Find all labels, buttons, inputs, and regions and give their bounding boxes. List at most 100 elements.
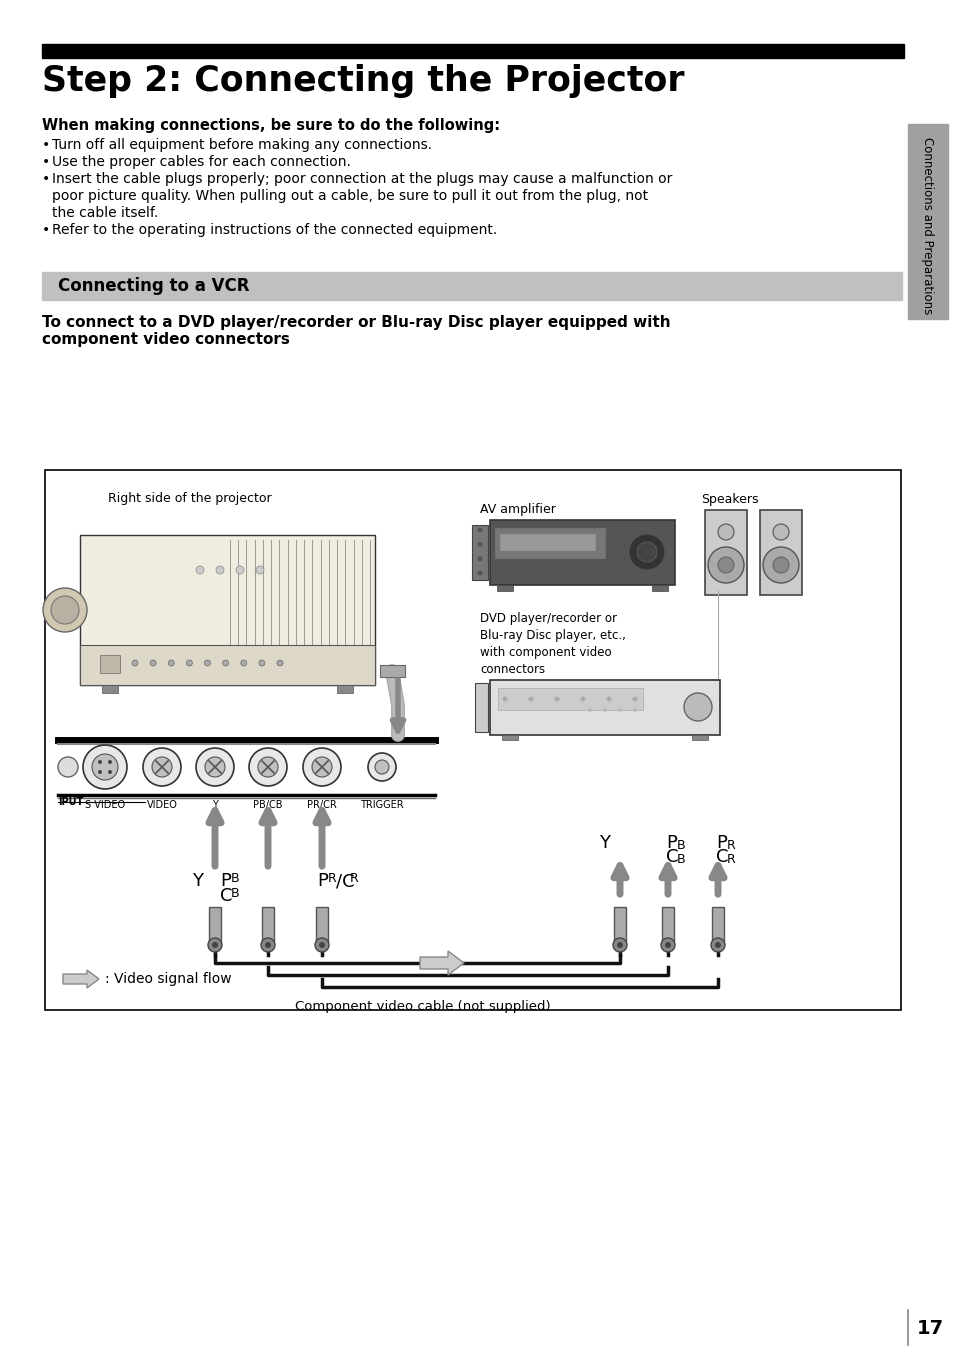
Circle shape bbox=[98, 760, 102, 764]
Circle shape bbox=[58, 757, 78, 777]
Bar bbox=[80, 535, 375, 685]
Text: Turn off all equipment before making any connections.: Turn off all equipment before making any… bbox=[52, 138, 432, 151]
Text: AV amplifier: AV amplifier bbox=[479, 503, 556, 516]
Circle shape bbox=[205, 757, 225, 777]
Text: R: R bbox=[726, 840, 735, 852]
Text: P: P bbox=[220, 872, 231, 890]
Circle shape bbox=[660, 938, 675, 952]
Circle shape bbox=[368, 753, 395, 781]
Circle shape bbox=[718, 525, 733, 539]
Text: Use the proper cables for each connection.: Use the proper cables for each connectio… bbox=[52, 155, 351, 169]
Bar bbox=[45, 470, 900, 1010]
Text: P: P bbox=[316, 872, 328, 890]
Circle shape bbox=[707, 548, 743, 583]
Text: Y: Y bbox=[598, 834, 609, 852]
Text: S VIDEO: S VIDEO bbox=[85, 800, 125, 810]
Circle shape bbox=[258, 660, 265, 667]
Bar bbox=[495, 529, 604, 558]
Bar bbox=[907, 124, 947, 319]
Bar bbox=[262, 907, 274, 942]
Text: Component video cable (not supplied): Component video cable (not supplied) bbox=[294, 1000, 550, 1013]
Text: Connections and Preparations: Connections and Preparations bbox=[921, 137, 934, 314]
Circle shape bbox=[255, 566, 264, 575]
Bar bbox=[497, 688, 642, 710]
Circle shape bbox=[312, 757, 332, 777]
Circle shape bbox=[628, 534, 664, 571]
Text: •: • bbox=[42, 223, 51, 237]
Circle shape bbox=[528, 696, 533, 702]
Circle shape bbox=[51, 596, 79, 625]
Text: Refer to the operating instructions of the connected equipment.: Refer to the operating instructions of t… bbox=[52, 223, 497, 237]
Circle shape bbox=[143, 748, 181, 786]
Bar bbox=[490, 521, 675, 585]
Bar bbox=[336, 685, 353, 694]
Circle shape bbox=[579, 696, 585, 702]
Text: •: • bbox=[42, 138, 51, 151]
Text: Step 2: Connecting the Projector: Step 2: Connecting the Projector bbox=[42, 64, 684, 97]
Text: •: • bbox=[42, 172, 51, 187]
Circle shape bbox=[83, 745, 127, 790]
Bar bbox=[661, 907, 673, 942]
Circle shape bbox=[208, 938, 222, 952]
Text: Y: Y bbox=[212, 800, 217, 810]
Circle shape bbox=[314, 938, 329, 952]
Circle shape bbox=[772, 525, 788, 539]
Circle shape bbox=[714, 942, 720, 948]
Bar bbox=[499, 534, 595, 550]
Bar bbox=[497, 585, 513, 591]
Text: C: C bbox=[716, 848, 728, 867]
Circle shape bbox=[477, 556, 482, 561]
Polygon shape bbox=[419, 950, 463, 975]
Text: Right side of the projector: Right side of the projector bbox=[108, 492, 272, 506]
Circle shape bbox=[637, 542, 657, 562]
Circle shape bbox=[587, 708, 592, 713]
Circle shape bbox=[710, 938, 724, 952]
Text: 17: 17 bbox=[916, 1318, 943, 1337]
Text: Insert the cable plugs properly; poor connection at the plugs may cause a malfun: Insert the cable plugs properly; poor co… bbox=[52, 172, 672, 187]
Bar bbox=[315, 907, 328, 942]
Circle shape bbox=[235, 566, 244, 575]
Circle shape bbox=[618, 708, 621, 713]
Bar bbox=[475, 683, 488, 731]
Text: Connecting to a VCR: Connecting to a VCR bbox=[58, 277, 250, 295]
Bar bbox=[490, 680, 720, 735]
Circle shape bbox=[152, 757, 172, 777]
Bar bbox=[501, 735, 517, 740]
Text: the cable itself.: the cable itself. bbox=[52, 206, 158, 220]
Text: /C: /C bbox=[335, 872, 355, 890]
Circle shape bbox=[249, 748, 287, 786]
Text: : Video signal flow: : Video signal flow bbox=[105, 972, 232, 986]
Circle shape bbox=[554, 696, 558, 702]
Text: P: P bbox=[665, 834, 677, 852]
Circle shape bbox=[240, 660, 247, 667]
Circle shape bbox=[375, 760, 389, 773]
Circle shape bbox=[617, 942, 622, 948]
Text: R: R bbox=[350, 872, 358, 886]
Bar bbox=[691, 735, 707, 740]
Text: PB/CB: PB/CB bbox=[253, 800, 282, 810]
Circle shape bbox=[718, 557, 733, 573]
Text: R: R bbox=[328, 872, 336, 886]
Bar bbox=[100, 654, 120, 673]
Polygon shape bbox=[63, 969, 99, 988]
Bar bbox=[760, 510, 801, 595]
Text: poor picture quality. When pulling out a cable, be sure to pull it out from the : poor picture quality. When pulling out a… bbox=[52, 189, 647, 203]
Circle shape bbox=[261, 938, 274, 952]
Circle shape bbox=[43, 588, 87, 631]
Bar bbox=[102, 685, 118, 694]
Text: B: B bbox=[231, 887, 239, 900]
Circle shape bbox=[212, 942, 218, 948]
Bar bbox=[42, 45, 903, 58]
Circle shape bbox=[265, 942, 271, 948]
Circle shape bbox=[204, 660, 211, 667]
Text: Speakers: Speakers bbox=[700, 493, 758, 506]
Circle shape bbox=[168, 660, 174, 667]
Circle shape bbox=[150, 660, 156, 667]
Text: VIDEO: VIDEO bbox=[147, 800, 177, 810]
Circle shape bbox=[303, 748, 340, 786]
Text: B: B bbox=[677, 840, 685, 852]
Bar bbox=[651, 585, 667, 591]
Circle shape bbox=[613, 938, 626, 952]
Bar bbox=[80, 645, 375, 685]
Text: TRIGGER: TRIGGER bbox=[360, 800, 403, 810]
